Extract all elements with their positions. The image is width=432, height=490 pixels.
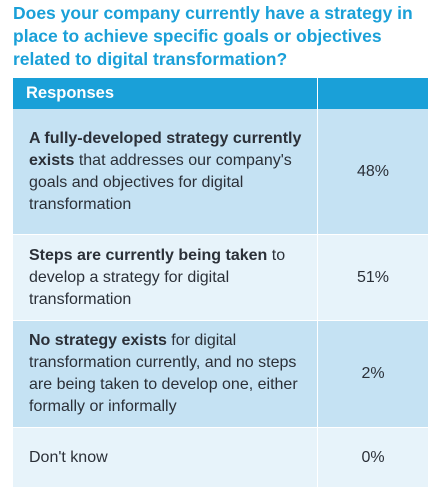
table-row: Don't know 0% [13, 428, 428, 488]
response-text: Steps are currently being taken to devel… [13, 235, 318, 320]
table-row: No strategy exists for digital transform… [13, 321, 428, 428]
response-rest: to develop a strategy for digital transf… [29, 246, 286, 308]
response-bold: A fully-developed strategy currently exi… [29, 129, 302, 169]
response-text: Don't know [13, 428, 318, 487]
table-header: Responses [13, 78, 428, 109]
header-value-column [318, 78, 428, 109]
response-bold: No strategy exists [29, 332, 167, 349]
table-row: Steps are currently being taken to devel… [13, 235, 428, 321]
response-bold: Steps are currently being taken [29, 246, 268, 264]
response-percent: 0% [361, 448, 385, 466]
response-rest: Don't know [29, 448, 108, 466]
header-responses: Responses [13, 78, 318, 109]
response-rest: that addresses our company's goals and o… [29, 151, 292, 213]
response-percent: 51% [356, 268, 390, 286]
response-text: A fully-developed strategy currently exi… [13, 109, 318, 234]
response-text: No strategy exists for digital transform… [13, 321, 318, 427]
response-percent: 2% [361, 365, 385, 382]
table-row: A fully-developed strategy currently exi… [13, 109, 428, 235]
response-rest: for digital transformation currently, an… [29, 332, 298, 415]
responses-table: Responses A fully-developed strategy cur… [13, 78, 428, 488]
response-percent: 48% [356, 162, 390, 180]
survey-question: Does your company currently have a strat… [13, 3, 413, 69]
